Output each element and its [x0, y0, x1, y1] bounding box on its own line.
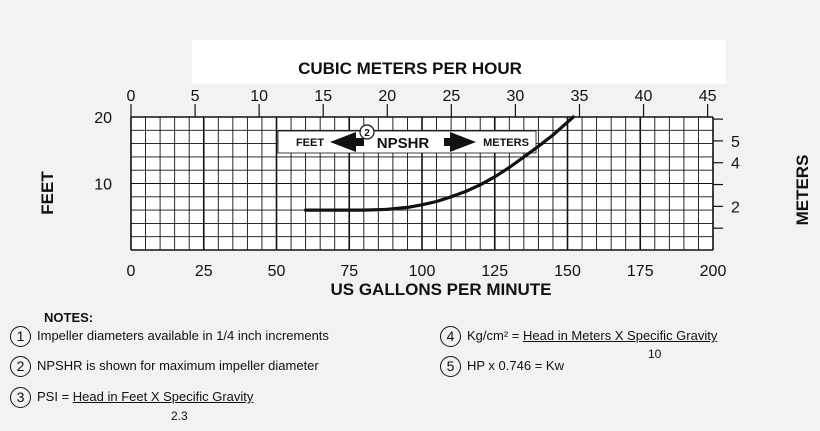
note-text: Impeller diameters available in 1/4 inch…: [37, 327, 329, 343]
left-tick-label: 10: [94, 177, 112, 194]
note-formula-denominator: 10: [648, 347, 662, 361]
x-tick-label: 125: [481, 263, 508, 280]
note-number-badge: 1: [10, 326, 31, 347]
note-marker-text: 2: [364, 128, 370, 139]
top-tick-label: 15: [314, 88, 332, 105]
note-formula-numerator: Head in Feet X Specific Gravity: [72, 388, 254, 404]
note-marker-badge: [359, 124, 375, 140]
right-tick-label: 4: [731, 156, 740, 173]
note-text: NPSHR is shown for maximum impeller diam…: [37, 357, 319, 373]
x-tick-label: 25: [195, 263, 213, 280]
x-tick-label: 200: [700, 263, 727, 280]
x-tick-label: 0: [127, 263, 136, 280]
annotation-npshr-text: NPSHR: [377, 135, 430, 152]
x-axis-label: US GALLONS PER MINUTE: [330, 280, 551, 299]
note-formula-denominator: 2.3: [171, 409, 188, 423]
arrow-right-icon: [444, 132, 476, 152]
note-item: 1 Impeller diameters available in 1/4 inc…: [10, 326, 329, 347]
top-tick-label: 10: [250, 88, 268, 105]
note-formula-prefix: PSI =: [37, 388, 73, 404]
chart-title: CUBIC METERS PER HOUR: [298, 59, 522, 78]
note-item: 2 NPSHR is shown for maximum impeller dia…: [10, 356, 319, 377]
notes-heading: NOTES:: [44, 310, 94, 325]
top-tick-label: 25: [442, 88, 460, 105]
top-tick-label: 35: [571, 88, 589, 105]
top-tick-label: 20: [378, 88, 396, 105]
top-tick-label: 0: [127, 88, 136, 105]
x-tick-label: 50: [268, 263, 286, 280]
x-tick-label: 175: [627, 263, 654, 280]
npshr-annotation: FEET NPSHR METERS 2: [277, 124, 537, 154]
x-tick-label: 150: [554, 263, 581, 280]
top-tick-label: 40: [635, 88, 653, 105]
right-tick-label: 5: [731, 134, 740, 151]
annotation-box: [277, 130, 537, 154]
curve-layer: [304, 115, 575, 212]
right-tick-label: 2: [731, 199, 740, 216]
y-axis-label-right: METERS: [793, 155, 812, 226]
arrow-left-icon: [330, 132, 364, 152]
y-axis-label-left: FEET: [38, 171, 57, 215]
note-number-badge: 3: [10, 387, 31, 408]
note-formula-numerator: Head in Meters X Specific Gravity: [523, 327, 718, 343]
note-item: 4 Kg/cm² = Head in Meters X Specific Grav…: [440, 326, 717, 347]
note-item: 5 HP x 0.746 = Kw: [440, 356, 564, 377]
x-tick-label: 75: [340, 263, 358, 280]
left-tick-label: 20: [94, 110, 112, 127]
x-tick-label: 100: [409, 263, 436, 280]
top-tick-label: 5: [191, 88, 200, 105]
header-band: [192, 40, 726, 84]
top-tick-label: 45: [699, 88, 717, 105]
note-text: HP x 0.746 = Kw: [467, 357, 564, 373]
note-item: 3 PSI = Head in Feet X Specific Gravity: [10, 387, 253, 408]
top-tick-label: 30: [507, 88, 525, 105]
note-number-badge: 5: [440, 356, 461, 377]
annotation-feet-text: FEET: [296, 137, 324, 149]
npshr-curve: [304, 115, 575, 212]
note-number-badge: 4: [440, 326, 461, 347]
annotation-meters-text: METERS: [483, 137, 529, 149]
note-formula-prefix: Kg/cm² =: [467, 327, 523, 343]
note-number-badge: 2: [10, 356, 31, 377]
